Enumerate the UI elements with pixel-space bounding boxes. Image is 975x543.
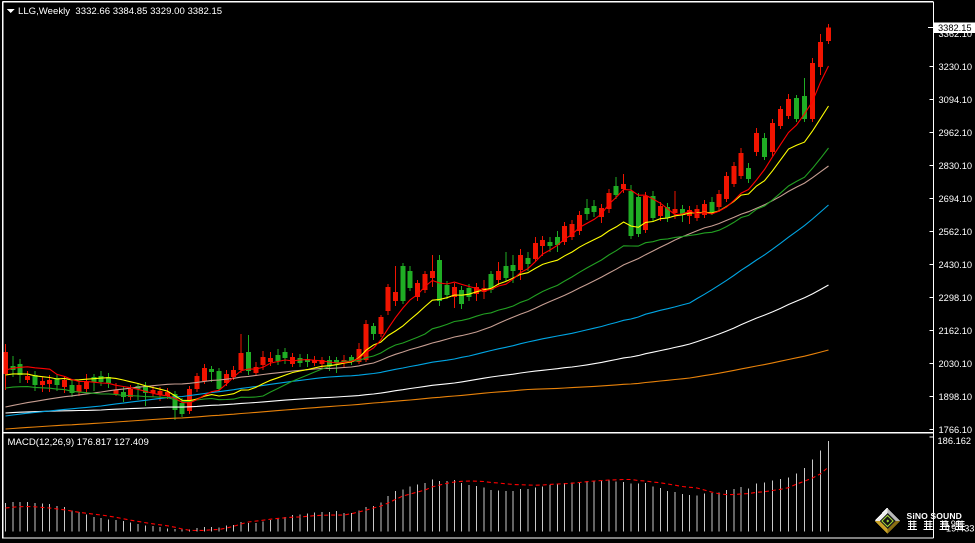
svg-text:1898.10: 1898.10 bbox=[939, 392, 973, 402]
svg-text:0.90: 0.90 bbox=[943, 519, 961, 529]
svg-text:2830.10: 2830.10 bbox=[939, 161, 973, 171]
svg-text:3230.10: 3230.10 bbox=[939, 62, 973, 72]
svg-text:2162.10: 2162.10 bbox=[939, 326, 973, 336]
svg-text:2962.10: 2962.10 bbox=[939, 128, 973, 138]
svg-text:MACD(12,26,9) 176.817 127.409: MACD(12,26,9) 176.817 127.409 bbox=[8, 437, 149, 448]
svg-text:3094.10: 3094.10 bbox=[939, 95, 973, 105]
svg-text:2298.10: 2298.10 bbox=[939, 293, 973, 303]
svg-text:19.433: 19.433 bbox=[946, 524, 974, 534]
svg-text:SiNO SOUND: SiNO SOUND bbox=[907, 511, 962, 521]
svg-text:3382.15: 3382.15 bbox=[938, 23, 972, 33]
svg-text:LLG,Weekly 3332.66 3384.85 33: LLG,Weekly 3332.66 3384.85 3329.00 3382.… bbox=[18, 6, 222, 17]
svg-text:2562.10: 2562.10 bbox=[939, 227, 973, 237]
svg-text:1766.10: 1766.10 bbox=[939, 425, 973, 435]
svg-text:2430.10: 2430.10 bbox=[939, 260, 973, 270]
svg-text:186.162: 186.162 bbox=[938, 436, 972, 446]
svg-text:3362.10: 3362.10 bbox=[939, 29, 973, 39]
svg-text:2030.10: 2030.10 bbox=[939, 359, 973, 369]
svg-text:2694.10: 2694.10 bbox=[939, 194, 973, 204]
